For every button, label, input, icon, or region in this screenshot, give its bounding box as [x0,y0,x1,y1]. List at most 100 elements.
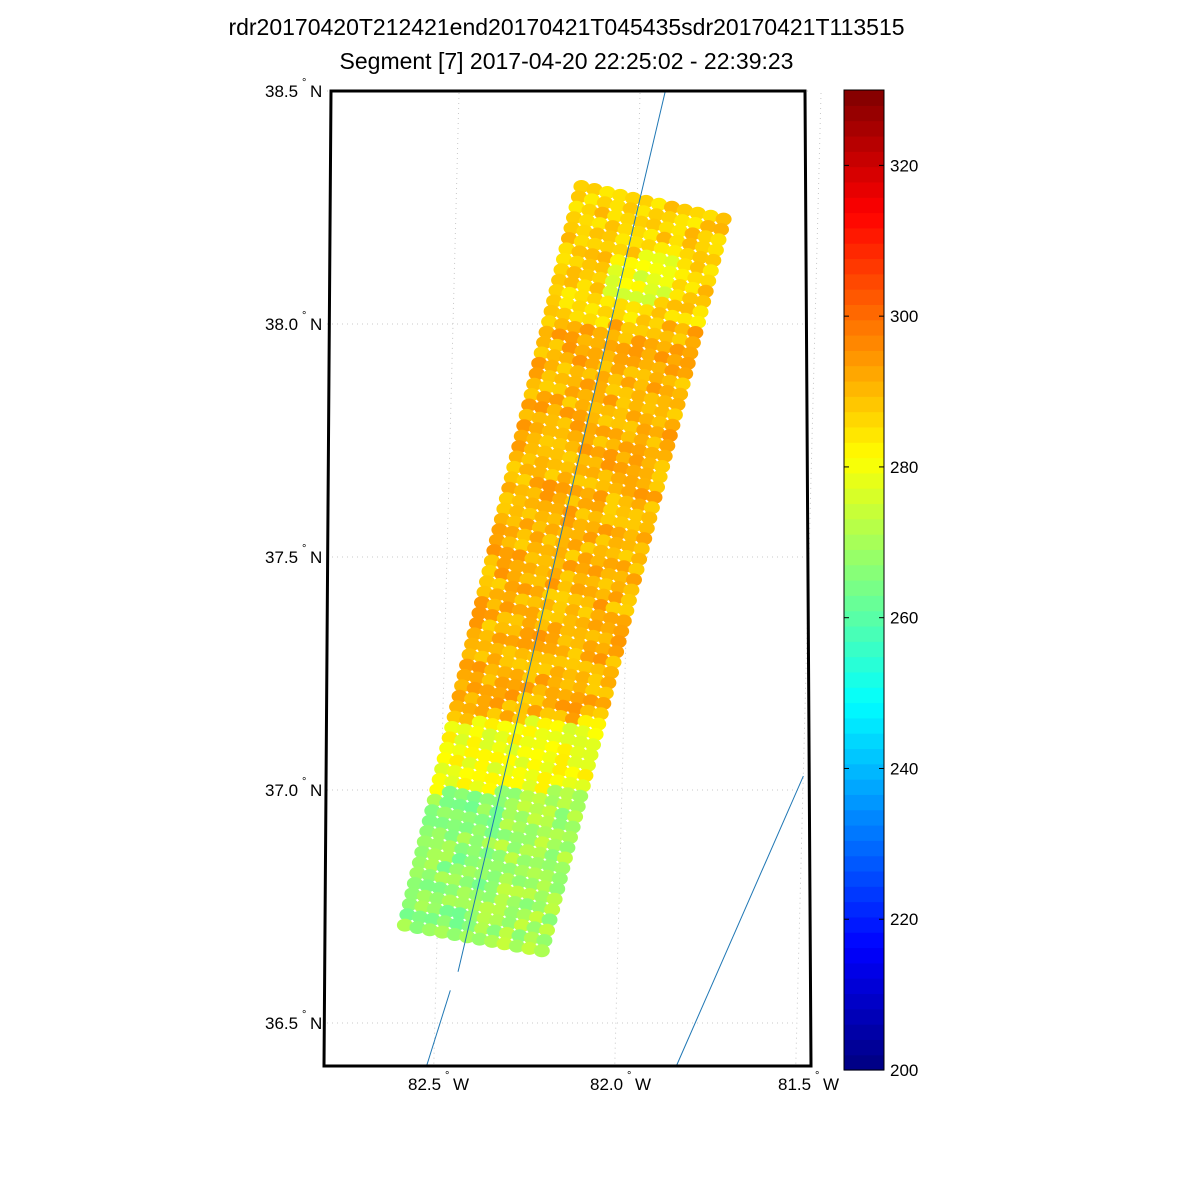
swath-point [577,498,594,511]
swath-point [541,315,558,329]
swath-point [575,508,592,522]
swath-point [541,424,558,438]
swath-point [441,894,458,908]
swath-point [516,419,533,433]
swath-point [444,721,461,734]
swath-point [557,580,574,594]
swath-point [687,217,704,230]
swath-point [434,817,451,830]
swath-point [481,619,498,633]
swath-point [613,624,630,638]
swath-point [582,694,599,708]
swath-point [522,725,539,739]
swath-point [523,931,540,945]
swath-point [561,341,578,355]
swath-point [633,270,650,284]
swath-point [489,588,506,602]
swath-point [552,764,569,778]
swath-point [610,363,627,377]
swath-point [503,471,520,485]
swath-point [569,746,586,759]
lat-tick-value: 36.5 [265,1014,298,1033]
swath-point [551,328,568,342]
swath-point [518,408,535,422]
swath-point [426,793,443,807]
swath-point [446,710,463,724]
swath-point [409,921,426,934]
swath-point [566,211,582,225]
swath-point [646,382,663,396]
swath-point [582,640,599,654]
swath-point [692,250,709,264]
swath-point [549,882,566,896]
swath-point [648,208,665,222]
swath-point [555,645,571,659]
swath-point [697,284,714,298]
swath-point [599,240,616,254]
swath-point [504,635,521,649]
swath-point [554,807,571,821]
swath-point [471,824,488,838]
swath-point [539,380,555,394]
swath-point [661,211,678,225]
swath-point [633,433,650,447]
swath-point [512,767,528,780]
swath-point [571,300,588,314]
swath-point [617,277,634,291]
swath-point [549,448,566,462]
swath-point [522,779,539,793]
swath-point [567,648,584,661]
swath-point [476,640,493,654]
swath-point [578,214,595,228]
swath-point [572,627,589,641]
swath-point [570,691,587,705]
swath-point [469,834,486,848]
colorbar-segment [844,166,884,183]
swath-point [581,203,598,217]
swath-point [584,248,601,262]
swath-point [416,889,433,903]
swath-point [554,536,571,550]
swath-point [575,562,592,576]
swath-point [656,395,673,409]
swath-point [504,689,521,703]
swath-point [600,350,617,364]
swath-point [511,440,528,454]
swath-point [643,228,660,242]
swath-point [544,903,561,917]
swath-point [486,598,503,612]
swath-point [536,445,553,459]
colorbar-segment [844,870,884,887]
colorbar-segment [844,135,884,152]
swath-point [469,671,486,685]
swath-point [666,245,683,259]
swath-point [567,593,584,607]
swath-point [489,642,506,656]
swath-point [449,754,466,768]
swath-point [519,898,536,912]
swath-point [682,237,699,251]
swath-point [449,700,466,714]
swath-point [620,431,637,444]
swath-point [572,409,589,423]
swath-point [610,472,627,486]
swath-point [531,846,548,860]
swath-point [536,390,553,404]
swath-point [663,200,680,214]
swath-point [471,770,488,783]
colorbar-segment [844,641,884,658]
swath-point [695,240,711,254]
swath-point [677,258,693,272]
swath-point [700,220,717,233]
swath-point [489,751,506,765]
swath-point [542,751,559,765]
swath-point [607,319,624,333]
swath-point [546,294,563,308]
swath-point [549,611,566,625]
swath-point [531,411,548,425]
swath-point [429,837,446,851]
swath-point [479,901,496,915]
colorbar-segment [844,687,884,704]
swath-point [449,809,466,823]
colorbar-tick-label: 280 [890,458,918,477]
